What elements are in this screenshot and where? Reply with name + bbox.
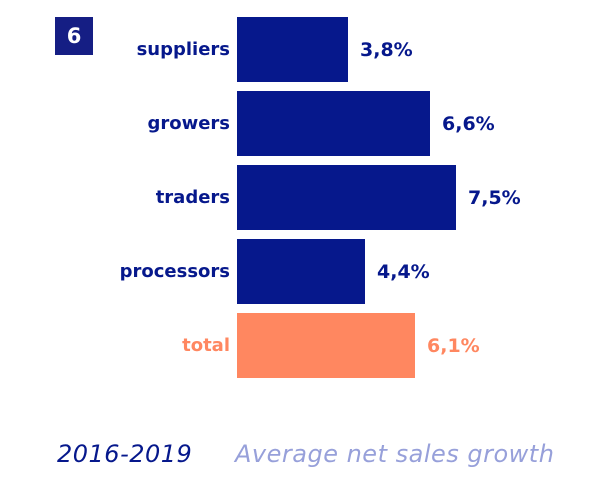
bar-chart: suppliers 3,8% growers 6,6% traders 7,5% proce…	[0, 17, 600, 387]
category-label: processors	[119, 261, 230, 282]
category-label: growers	[147, 113, 230, 134]
value-label: 7,5%	[468, 186, 521, 209]
chart-caption: Average net sales growth	[235, 440, 555, 468]
figure-number-badge: 6	[55, 17, 93, 55]
bar	[237, 313, 415, 378]
category-label: total	[182, 335, 230, 356]
chart-row: growers 6,6%	[0, 91, 600, 156]
chart-row: traders 7,5%	[0, 165, 600, 230]
value-label: 6,6%	[442, 112, 495, 135]
category-label: traders	[155, 187, 230, 208]
chart-row: suppliers 3,8%	[0, 17, 600, 82]
chart-row: total 6,1%	[0, 313, 600, 378]
value-label: 3,8%	[360, 38, 413, 61]
value-label: 4,4%	[377, 260, 430, 283]
bar	[237, 91, 430, 156]
category-label: suppliers	[136, 39, 230, 60]
period-label: 2016-2019	[57, 440, 193, 468]
chart-row: processors 4,4%	[0, 239, 600, 304]
bar	[237, 165, 456, 230]
bar	[237, 17, 348, 82]
value-label: 6,1%	[427, 334, 480, 357]
bar	[237, 239, 365, 304]
